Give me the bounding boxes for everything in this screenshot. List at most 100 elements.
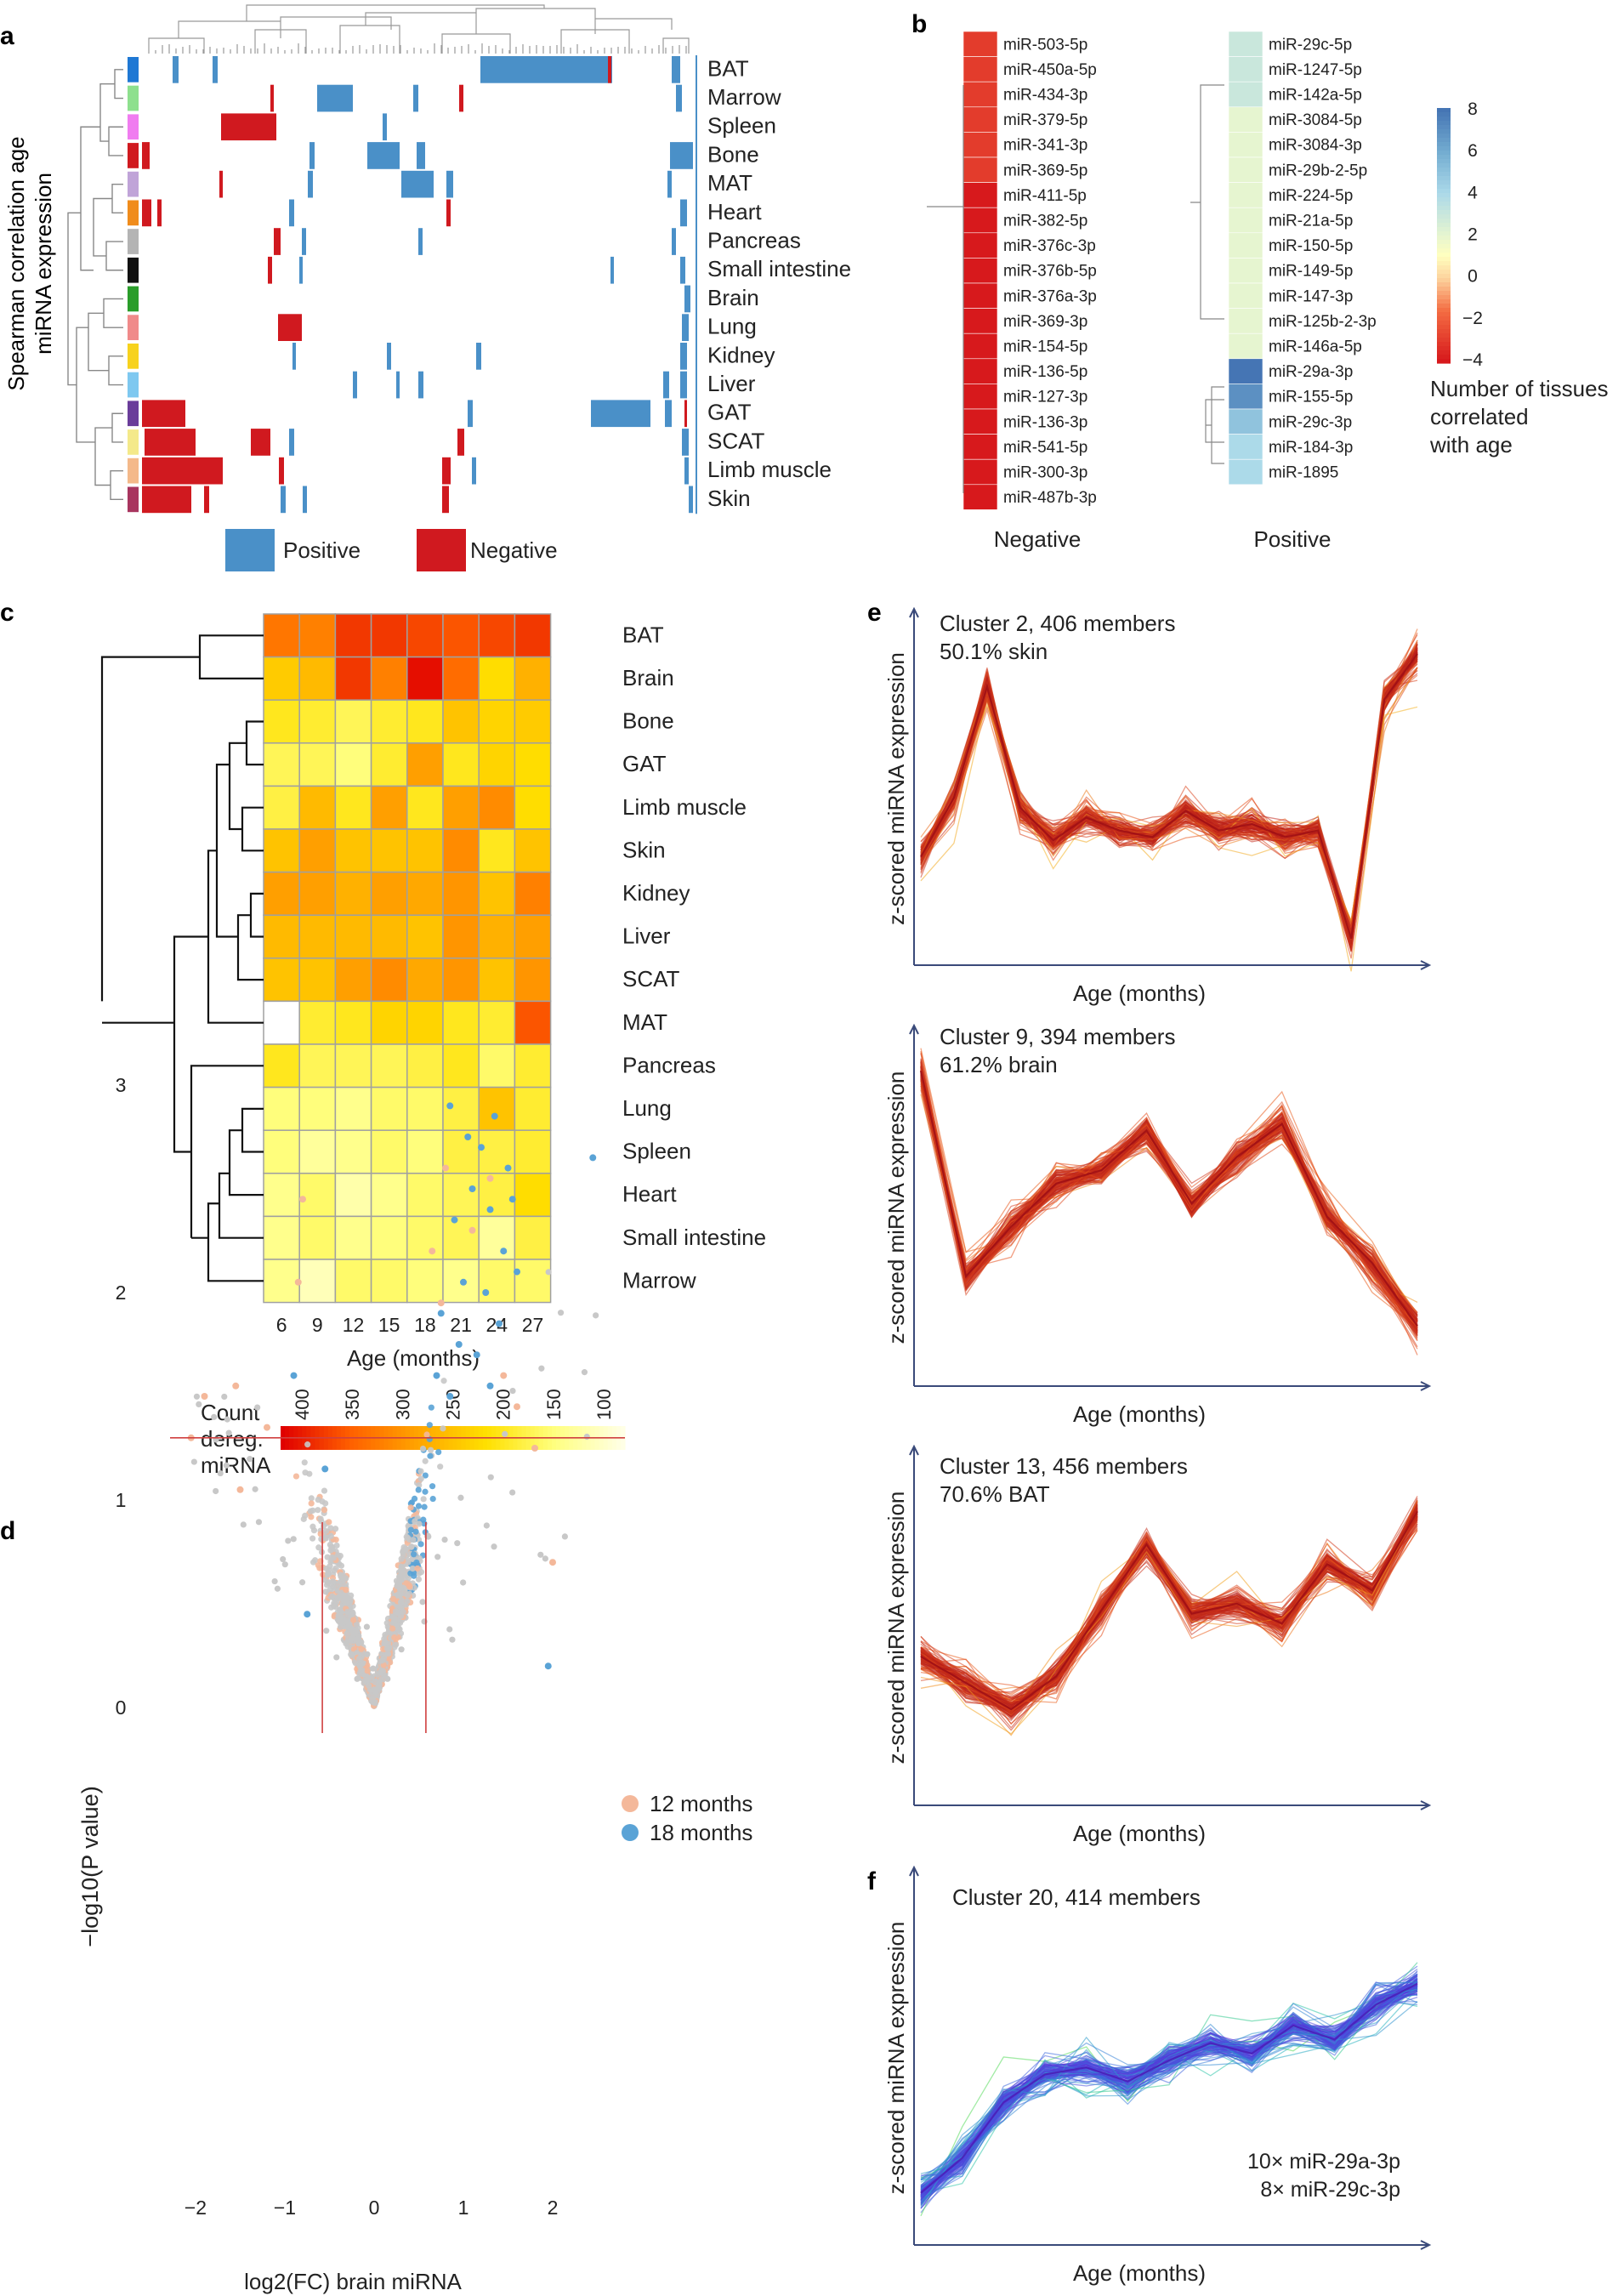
expression-trace xyxy=(920,1067,1418,1320)
colorbar-segment xyxy=(1437,142,1451,147)
tissue-label: Small intestine xyxy=(707,256,851,281)
volcano-point xyxy=(583,1433,590,1441)
age-heatmap-cell xyxy=(442,742,480,787)
age-heatmap-cell xyxy=(406,1043,444,1088)
expression-trace xyxy=(920,644,1418,927)
positive-cell xyxy=(367,142,400,169)
positive-cell xyxy=(417,142,425,169)
colorbar-segment xyxy=(1437,321,1451,326)
age-heatmap-row-label: SCAT xyxy=(622,966,680,992)
age-heatmap-cell xyxy=(263,1043,300,1088)
volcano-point xyxy=(487,1474,494,1480)
title-background xyxy=(931,1020,1212,1080)
expression-trace xyxy=(920,1510,1418,1708)
expression-trace xyxy=(920,1509,1418,1712)
age-heatmap-cell xyxy=(442,1043,480,1088)
colorbar-segment xyxy=(1437,287,1451,292)
expression-trace xyxy=(920,1062,1418,1327)
volcano-point xyxy=(414,1565,421,1572)
volcano-point xyxy=(321,1487,328,1494)
expression-trace xyxy=(920,1066,1418,1331)
volcano-point xyxy=(417,1541,424,1548)
colorbar-segment xyxy=(1437,155,1451,160)
x-axis-arrow xyxy=(914,1381,1432,1391)
volcano-point xyxy=(333,1654,340,1661)
volcano-point xyxy=(411,1551,417,1558)
age-heatmap-cell xyxy=(263,1000,300,1045)
expression-trace xyxy=(920,1094,1418,1303)
expression-trace xyxy=(920,1530,1418,1695)
colorbar-segment xyxy=(1437,172,1451,177)
positive-cell xyxy=(472,457,476,485)
expression-trace xyxy=(920,1511,1418,1705)
age-heatmap-cell xyxy=(514,1215,552,1260)
volcano-point-18-months xyxy=(508,1196,516,1203)
expression-trace xyxy=(920,1066,1418,1336)
age-heatmap-cell xyxy=(406,871,444,916)
positive-cell xyxy=(682,314,689,341)
positive-mirna-label: miR-224-5p xyxy=(1269,187,1353,205)
expression-trace xyxy=(920,652,1418,937)
expression-trace xyxy=(920,1074,1418,1326)
volcano-point xyxy=(557,1310,565,1316)
expression-trace xyxy=(920,1516,1418,1700)
colorbar-segment xyxy=(1437,108,1451,113)
age-heatmap-cell xyxy=(442,613,480,658)
volcano-point xyxy=(344,1630,350,1637)
expression-trace xyxy=(920,655,1418,941)
expression-trace xyxy=(920,1511,1418,1715)
age-heatmap-dendrogram xyxy=(100,634,264,1282)
cluster-xlabel: Age (months) xyxy=(1073,1821,1206,1846)
colorbar-tick: 0 xyxy=(1468,267,1478,287)
positive-cell xyxy=(680,199,687,227)
expression-trace xyxy=(920,1071,1418,1327)
expression-trace xyxy=(920,1050,1418,1327)
expression-trace xyxy=(920,1509,1418,1699)
volcano-point xyxy=(392,1608,400,1615)
age-heatmap-cell xyxy=(370,1173,408,1218)
volcano-point-18-months xyxy=(589,1154,597,1162)
volcano-point xyxy=(350,1617,357,1623)
age-heatmap-cell xyxy=(406,914,444,959)
expression-trace xyxy=(920,1509,1418,1713)
legend-negative-swatch xyxy=(417,529,466,571)
volcano-point xyxy=(285,1537,292,1544)
volcano-point-12-months xyxy=(264,1424,270,1431)
negative-cell xyxy=(274,228,281,255)
expression-trace xyxy=(920,1072,1418,1327)
volcano-point xyxy=(382,1639,389,1645)
negative-mirna-label: miR-136-5p xyxy=(1003,363,1087,381)
volcano-point xyxy=(460,1579,467,1586)
expression-trace xyxy=(920,628,1418,927)
legend-18-months-label: 18 months xyxy=(650,1820,752,1845)
y-axis-arrow xyxy=(909,1865,919,2245)
volcano-x-tick: −1 xyxy=(274,2197,296,2219)
volcano-point xyxy=(372,1699,378,1706)
expression-trace xyxy=(920,1080,1418,1328)
expression-trace xyxy=(920,1515,1418,1710)
colorbar-segment xyxy=(1437,355,1451,360)
tissue-color-chip xyxy=(128,229,139,254)
expression-trace xyxy=(920,1066,1418,1335)
volcano-point xyxy=(359,1661,366,1668)
volcano-point xyxy=(542,1555,548,1562)
volcano-point xyxy=(298,1579,306,1586)
volcano-point-12-months xyxy=(549,1559,556,1566)
colorbar-segment xyxy=(1437,248,1451,253)
positive-mirna-cell xyxy=(1228,81,1263,108)
colorbar-segment xyxy=(1437,338,1451,343)
expression-trace xyxy=(920,1066,1418,1334)
volcano-ylabel: −log10(P value) xyxy=(77,1786,103,1946)
colorbar-segment xyxy=(1437,342,1451,347)
negative-mirna-cell xyxy=(962,156,998,183)
colorbar-segment xyxy=(1437,308,1451,313)
volcano-point xyxy=(193,1393,201,1400)
volcano-point-18-months xyxy=(486,1382,494,1390)
expression-trace xyxy=(920,1063,1418,1323)
positive-mirna-cell xyxy=(1228,384,1263,410)
expression-trace xyxy=(920,1509,1418,1701)
volcano-point-18-months xyxy=(290,1372,298,1379)
expression-trace xyxy=(920,1515,1418,1703)
expression-trace xyxy=(920,646,1418,939)
expression-trace xyxy=(920,1067,1418,1321)
